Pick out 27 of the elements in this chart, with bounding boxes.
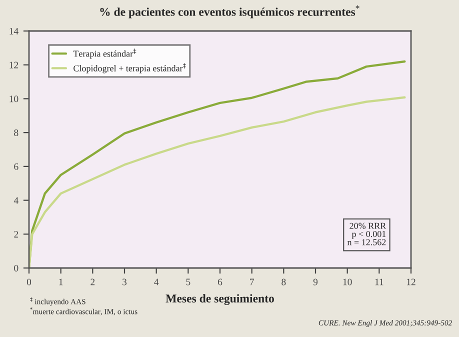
x-tick-label: 7 <box>250 278 254 286</box>
x-tick-label: 5 <box>186 278 190 286</box>
x-tick-label: 10 <box>343 278 352 286</box>
y-tick-label: 8 <box>14 129 18 136</box>
x-tick-label: 3 <box>122 278 127 286</box>
x-tick-label: 6 <box>218 278 222 286</box>
chart-title: % de pacientes con eventos isquémicos recurrentes$^{*}$ <box>100 5 360 18</box>
line-series <box>29 96 406 268</box>
annotation: 20% RRR p < 0.001 n = 12.562 <box>347 222 386 246</box>
y-tick-label: 6 <box>14 163 18 170</box>
y-tick-label: 10 <box>10 96 18 102</box>
x-tick-label: 11 <box>375 278 384 286</box>
y-tick-label: 0 <box>14 264 18 272</box>
x-tick-label: 12 <box>406 278 416 286</box>
y-tick-label: 4 <box>14 197 18 204</box>
x-axis-title: Meses de seguimiento <box>166 294 274 305</box>
x-tick-label: 0 <box>26 278 32 286</box>
y-tick-label: 12 <box>10 62 18 68</box>
x-tick-label: 2 <box>90 278 95 286</box>
x-tick-label: 1 <box>59 278 63 286</box>
y-tick-label: 14 <box>10 28 18 34</box>
x-tick-label: 9 <box>313 278 318 286</box>
x-tick-label: 8 <box>282 278 286 286</box>
x-tick-label: 4 <box>154 278 159 286</box>
y-tick-label: 2 <box>14 231 18 238</box>
legend-label: Clopidogrel + terapia estándar$^{‡}$ <box>74 63 186 74</box>
legend-label: Terapia estándar$^{‡}$ <box>73 48 136 59</box>
